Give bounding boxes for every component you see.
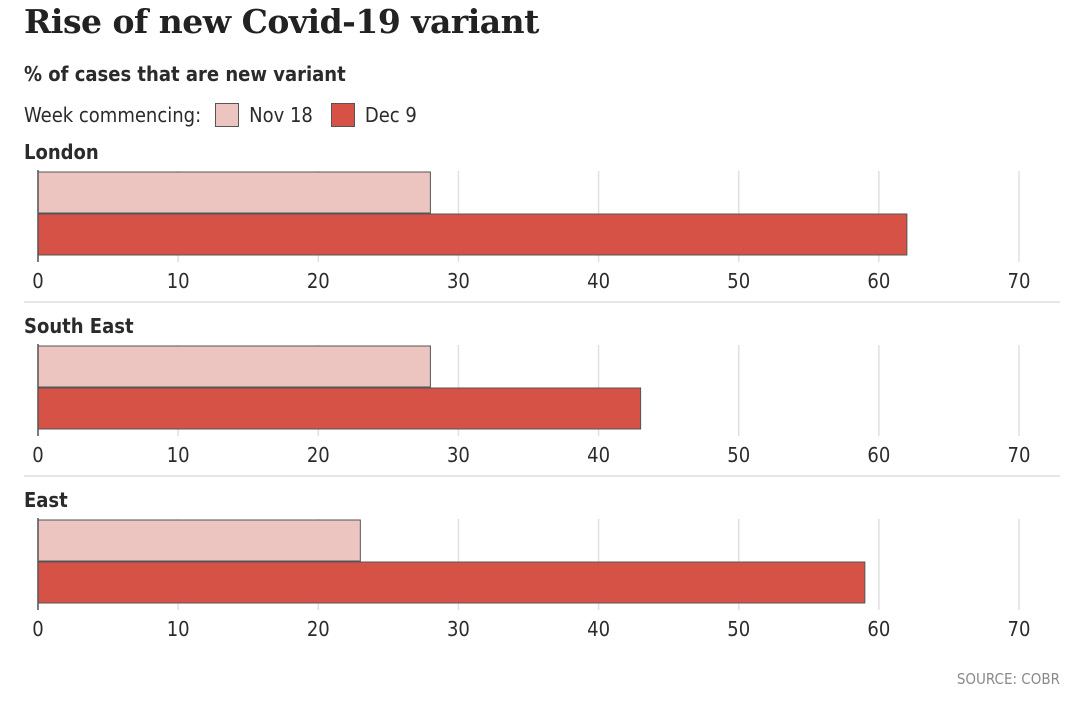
bar-east-dec9	[37, 561, 866, 604]
tick-label-0: 0	[32, 269, 43, 293]
tick-label-40: 40	[587, 269, 610, 293]
tick-label-0: 0	[32, 617, 43, 641]
legend-item-dec9: Dec 9	[330, 103, 417, 127]
tick-label-20: 20	[307, 617, 330, 641]
bar-london-nov18	[37, 171, 431, 214]
tick-label-40: 40	[587, 617, 610, 641]
tick-label-50: 50	[727, 443, 750, 467]
bar-south-east-nov18	[37, 345, 431, 388]
panel-london: London 0 10 20 30 40 50 60 70	[24, 140, 1060, 303]
legend-label-nov18: Nov 18	[249, 103, 313, 127]
panel-east: East 0 10 20 30 40 50 60 70	[24, 488, 1030, 641]
tick-label-10: 10	[167, 617, 190, 641]
tick-label-20: 20	[307, 269, 330, 293]
legend-lead: Week commencing:	[24, 103, 202, 127]
tick-label-30: 30	[447, 443, 470, 467]
legend-swatch-nov18	[215, 103, 240, 127]
tick-label-30: 30	[447, 269, 470, 293]
legend-label-dec9: Dec 9	[364, 103, 417, 127]
tick-label-10: 10	[167, 269, 190, 293]
chart-subtitle: % of cases that are new variant	[24, 62, 346, 86]
legend-swatch-dec9	[330, 103, 355, 127]
tick-label-50: 50	[727, 269, 750, 293]
bar-london-dec9	[37, 213, 908, 256]
region-label-east: East	[24, 488, 68, 512]
bar-south-east-dec9	[37, 387, 642, 430]
tick-label-70: 70	[1008, 617, 1031, 641]
tick-label-60: 60	[867, 269, 890, 293]
tick-label-10: 10	[167, 443, 190, 467]
tick-label-0: 0	[32, 443, 43, 467]
tick-label-70: 70	[1008, 269, 1031, 293]
tick-label-60: 60	[867, 617, 890, 641]
tick-label-20: 20	[307, 443, 330, 467]
region-label-london: London	[24, 140, 99, 164]
tick-label-50: 50	[727, 617, 750, 641]
legend: Week commencing: Nov 18 Dec 9	[24, 100, 435, 130]
bar-east-nov18	[37, 519, 361, 562]
tick-label-40: 40	[587, 443, 610, 467]
chart-title: Rise of new Covid-19 variant	[24, 2, 539, 41]
source-note: SOURCE: COBR	[956, 670, 1060, 688]
legend-item-nov18: Nov 18	[215, 103, 313, 127]
panel-south-east: South East 0 10 20 30 40 50 60 70	[24, 314, 1060, 477]
region-label-south-east: South East	[24, 314, 134, 338]
tick-label-60: 60	[867, 443, 890, 467]
tick-label-70: 70	[1008, 443, 1031, 467]
tick-label-30: 30	[447, 617, 470, 641]
